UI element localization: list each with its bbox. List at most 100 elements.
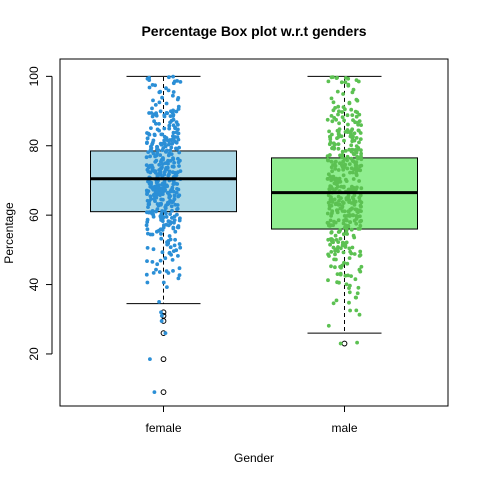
data-point — [169, 204, 174, 209]
data-point — [343, 149, 348, 153]
data-point — [164, 136, 169, 141]
data-point — [151, 271, 156, 275]
data-point — [154, 195, 159, 200]
data-point — [146, 231, 150, 236]
data-point — [149, 149, 154, 153]
plot-frame — [59, 58, 449, 407]
data-point — [162, 126, 167, 131]
data-point — [176, 122, 180, 127]
data-point — [155, 173, 160, 178]
data-point — [158, 214, 163, 219]
data-point — [147, 210, 152, 215]
data-point — [160, 250, 165, 255]
data-point — [339, 246, 343, 251]
data-point — [343, 80, 348, 85]
data-point — [177, 218, 182, 223]
data-point — [145, 280, 150, 285]
data-point — [342, 118, 346, 123]
data-point — [174, 109, 179, 114]
data-point — [165, 242, 170, 247]
data-point — [331, 100, 336, 105]
data-point — [166, 219, 171, 224]
data-point — [168, 194, 173, 199]
data-point — [159, 232, 163, 236]
data-point — [144, 223, 149, 228]
data-point — [336, 142, 341, 147]
plot-layer: female male 20 40 60 80 100 — [27, 58, 449, 435]
data-point — [329, 264, 333, 269]
data-point — [160, 182, 165, 187]
data-point — [353, 120, 357, 125]
data-point — [151, 151, 156, 156]
x-tick-label: male — [331, 421, 357, 435]
data-point — [144, 272, 149, 277]
data-point — [357, 267, 362, 272]
data-point — [344, 196, 349, 201]
data-point — [357, 112, 362, 117]
data-point — [336, 249, 340, 254]
data-point — [151, 212, 156, 217]
data-point — [352, 203, 357, 207]
data-point — [349, 133, 353, 137]
data-point — [167, 141, 172, 146]
data-point — [159, 319, 164, 323]
outlier-point — [160, 389, 167, 396]
data-point — [166, 153, 171, 158]
data-point — [335, 128, 340, 133]
data-point — [163, 331, 168, 336]
data-point — [149, 126, 153, 130]
data-point — [170, 258, 175, 262]
data-point — [152, 169, 157, 174]
data-point — [330, 239, 334, 244]
data-point — [330, 132, 334, 137]
data-point — [157, 162, 162, 167]
data-point — [147, 111, 152, 115]
data-point — [174, 190, 179, 195]
data-point — [333, 142, 337, 147]
data-point — [152, 390, 157, 395]
data-point — [151, 98, 155, 103]
data-point — [349, 107, 354, 112]
data-point — [164, 86, 168, 91]
data-point — [341, 173, 346, 178]
data-point — [155, 145, 160, 149]
data-point — [171, 249, 176, 254]
data-point — [333, 220, 338, 225]
data-point — [159, 236, 164, 241]
data-point — [168, 148, 173, 153]
data-point — [329, 159, 334, 164]
data-point — [331, 301, 336, 306]
data-point — [147, 199, 152, 204]
data-point — [338, 272, 343, 277]
data-point — [157, 300, 162, 304]
data-point — [340, 243, 345, 248]
data-point — [354, 221, 359, 226]
data-point — [333, 265, 337, 270]
y-axis-label: Percentage — [2, 202, 16, 264]
data-point — [336, 104, 341, 109]
data-point — [359, 123, 363, 127]
data-point — [176, 96, 181, 100]
y-tick-label: 20 — [27, 347, 41, 361]
data-point — [176, 127, 180, 132]
data-point — [326, 252, 330, 257]
data-point — [165, 285, 169, 289]
data-point — [342, 260, 346, 265]
data-point — [326, 79, 331, 84]
data-point — [335, 210, 340, 215]
data-point — [358, 193, 363, 198]
data-point — [159, 189, 164, 194]
data-point — [175, 207, 179, 212]
data-point — [353, 277, 358, 282]
data-point — [340, 155, 344, 160]
data-point — [159, 202, 163, 207]
data-point — [166, 88, 171, 93]
data-point — [144, 163, 149, 168]
data-point — [155, 262, 160, 267]
data-point — [326, 323, 331, 328]
data-point — [166, 271, 171, 275]
data-point — [166, 158, 170, 163]
data-point — [358, 253, 363, 257]
data-point — [150, 114, 155, 119]
data-point — [357, 179, 361, 183]
